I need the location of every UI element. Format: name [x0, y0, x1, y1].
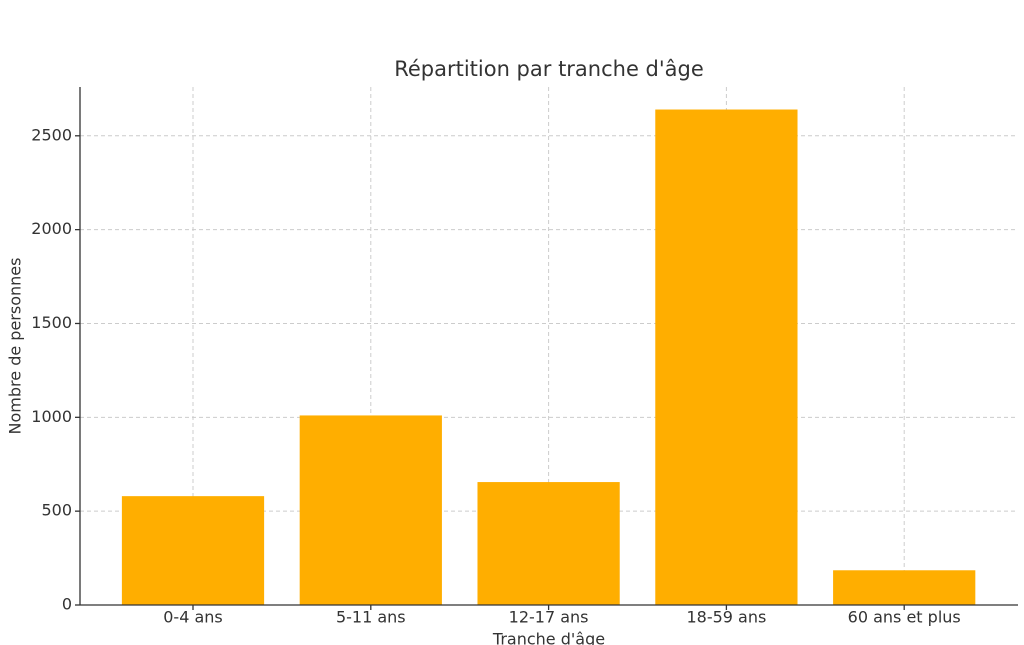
bar: [121, 496, 265, 605]
y-tick-label: 1500: [31, 313, 72, 332]
x-tick-label: 18-59 ans: [686, 608, 766, 627]
y-tick-label: 2000: [31, 219, 72, 238]
bar: [299, 415, 442, 605]
y-axis-label: Nombre de personnes: [6, 258, 25, 435]
bar: [477, 482, 620, 605]
x-tick-label: 5-11 ans: [336, 608, 406, 627]
x-tick-label: 60 ans et plus: [848, 608, 961, 627]
bar: [833, 570, 976, 605]
y-tick-label: 500: [41, 501, 72, 520]
x-tick-label: 0-4 ans: [163, 608, 223, 627]
bar: [655, 109, 798, 606]
y-tick-label: 2500: [31, 125, 72, 144]
y-tick-label: 1000: [31, 407, 72, 426]
x-tick-label: 12-17 ans: [509, 608, 589, 627]
y-tick-label: 0: [62, 595, 72, 614]
chart-title: Répartition par tranche d'âge: [394, 57, 704, 81]
x-axis-label: Tranche d'âge: [492, 630, 605, 645]
